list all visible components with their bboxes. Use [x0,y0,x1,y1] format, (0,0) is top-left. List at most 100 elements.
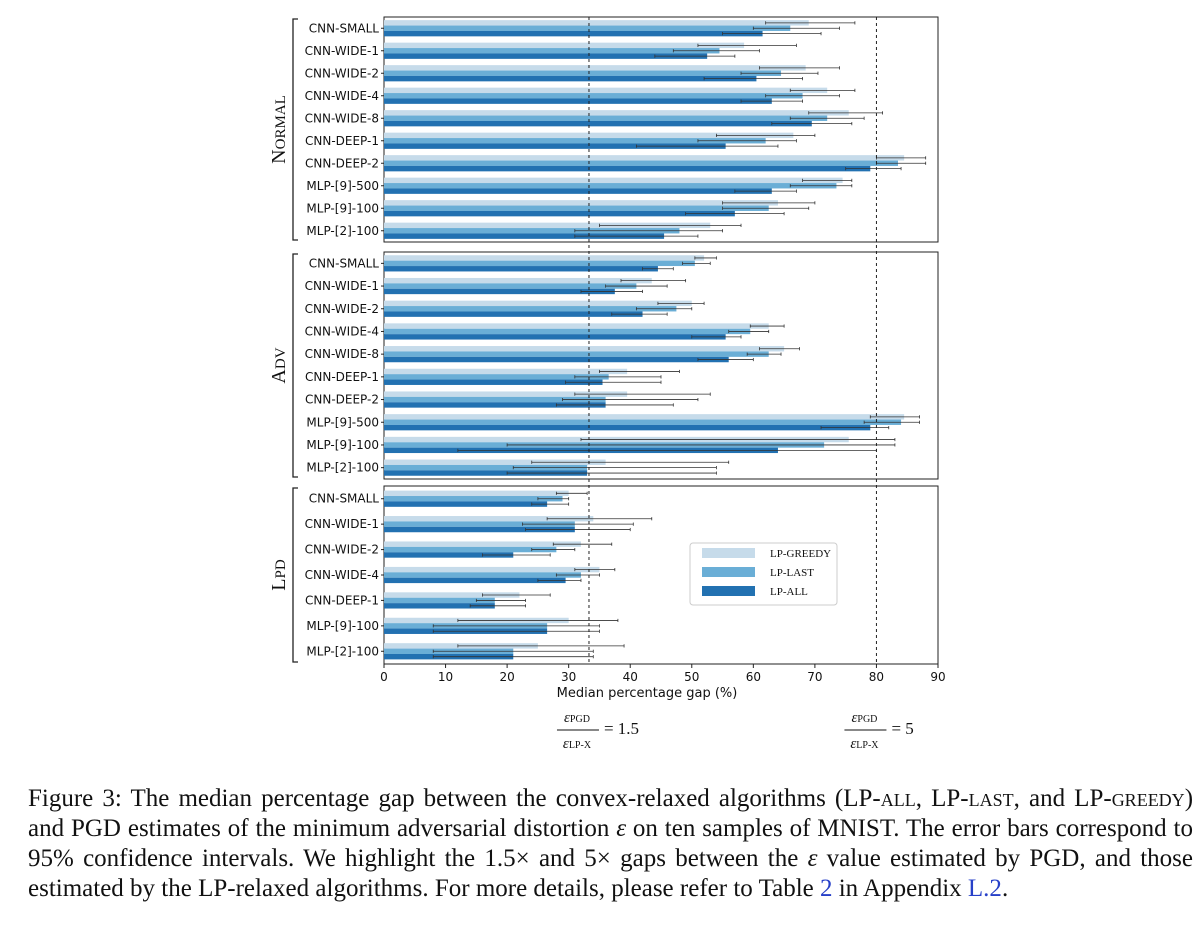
bar-lp-greedy [384,110,849,116]
caption-epsilon: ε [807,845,818,872]
bar-lp-last [384,260,695,267]
y-tick-label: CNN-WIDE-4 [305,324,379,338]
bar-lp-all [384,288,615,295]
y-tick-label: MLP-[9]-500 [306,179,379,193]
bar-lp-last [384,597,495,604]
x-tick-label: 90 [930,670,945,684]
y-tick-label: MLP-[9]-100 [306,619,379,633]
bar-lp-last [384,464,588,471]
x-tick-label: 50 [684,670,699,684]
y-tick-label: CNN-WIDE-4 [305,89,379,103]
panel-title: NORMAL [268,95,290,164]
panel-bracket [292,487,298,663]
bar-lp-all [384,188,772,194]
bar-lp-all [384,603,495,609]
x-axis-label: Median percentage gap (%) [557,686,738,701]
ratio-value: = 1.5 [604,719,639,738]
bar-lp-all [384,75,757,82]
bar-lp-greedy [384,541,581,547]
bar-lp-last [384,572,581,578]
bar-lp-last [384,419,902,425]
legend-swatch-lp-last [702,567,755,577]
bar-lp-last [384,70,782,76]
bar-lp-greedy [384,20,809,26]
x-tick-label: 30 [561,670,576,684]
bar-lp-last [384,183,837,189]
y-tick-label: CNN-SMALL [309,256,380,270]
bar-lp-greedy [384,368,628,375]
y-tick-label: CNN-WIDE-4 [305,568,379,582]
x-tick-label: 40 [623,670,638,684]
bar-lp-last [384,93,803,99]
caption-epsilon: ε [616,815,627,842]
bar-lp-greedy [384,132,794,139]
x-tick-label: 80 [869,670,884,684]
legend-swatch-lp-all [702,586,755,596]
y-tick-label: MLP-[9]-100 [306,438,379,452]
bar-lp-last [384,205,769,211]
y-tick-label: CNN-DEEP-2 [305,393,379,407]
legend-label: LP-LAST [770,567,814,579]
bar-lp-all [384,311,643,317]
appendix-ref-link[interactable]: L.2 [967,875,1002,902]
table-ref-link[interactable]: 2 [819,875,833,902]
bar-lp-all [384,424,871,431]
bar-lp-greedy [384,277,652,284]
y-tick-label: CNN-WIDE-2 [305,543,379,557]
bar-lp-greedy [384,459,606,465]
bar-lp-greedy [384,346,785,352]
bar-lp-last [384,374,609,380]
bar-lp-last [384,48,720,54]
bar-lp-greedy [384,222,711,229]
bar-lp-greedy [384,414,905,420]
legend-label: LP-GREEDY [770,548,831,560]
bar-lp-last [384,546,557,553]
panel-title: LPD [268,559,290,591]
bar-lp-last [384,521,575,527]
x-tick-label: 20 [499,670,514,684]
bar-lp-all [384,120,812,127]
bar-lp-greedy [384,65,806,71]
caption-text: . [1001,875,1009,902]
bar-lp-greedy [384,155,905,161]
y-tick-label: CNN-WIDE-8 [305,111,379,125]
bar-lp-all [384,552,514,558]
bar-lp-greedy [384,490,569,497]
bar-lp-all [384,470,588,476]
bar-lp-all [384,501,548,507]
y-tick-label: CNN-SMALL [309,492,380,506]
y-tick-label: MLP-[2]-100 [306,461,379,475]
panel-bracket [292,18,298,241]
y-tick-label: CNN-SMALL [309,21,380,35]
ratio-numerator: εPGD [851,710,877,726]
y-tick-label: CNN-DEEP-1 [305,593,379,607]
legend-label: LP-ALL [770,586,808,598]
panel-title: ADV [268,347,290,383]
y-tick-label: MLP-[2]-100 [306,644,379,658]
panel-frame [383,16,939,243]
bar-lp-all [384,233,665,239]
caption-text: Figure 3: The median percentage gap betw… [28,785,881,812]
bar-lp-last [384,496,563,502]
bar-lp-last [384,328,751,335]
bar-lp-all [384,379,603,385]
chart-figure: CNN-SMALL CNN-WIDE-1 CNN-WIDE-2 CNN-WIDE-4 C… [268,16,946,752]
caption-lp-greedy: greedy [1111,785,1185,812]
bar-lp-greedy [384,300,692,307]
bar-lp-all [384,356,729,363]
bar-lp-greedy [384,87,828,94]
caption-text: , and LP- [1013,785,1112,812]
bar-lp-all [384,98,772,104]
ratio-numerator: εPGD [564,710,590,726]
caption-lp-all: all [880,785,916,812]
y-tick-label: CNN-WIDE-1 [305,44,379,58]
bar-lp-last [384,396,606,403]
figure-caption: Figure 3: The median percentage gap betw… [28,784,1193,904]
y-tick-label: CNN-WIDE-2 [305,302,379,316]
bar-lp-greedy [384,255,705,261]
bar-lp-last [384,160,898,166]
y-tick-label: CNN-WIDE-2 [305,66,379,80]
y-tick-label: MLP-[9]-500 [306,415,379,429]
bar-lp-greedy [384,323,769,329]
caption-text: in Appendix [832,875,968,902]
